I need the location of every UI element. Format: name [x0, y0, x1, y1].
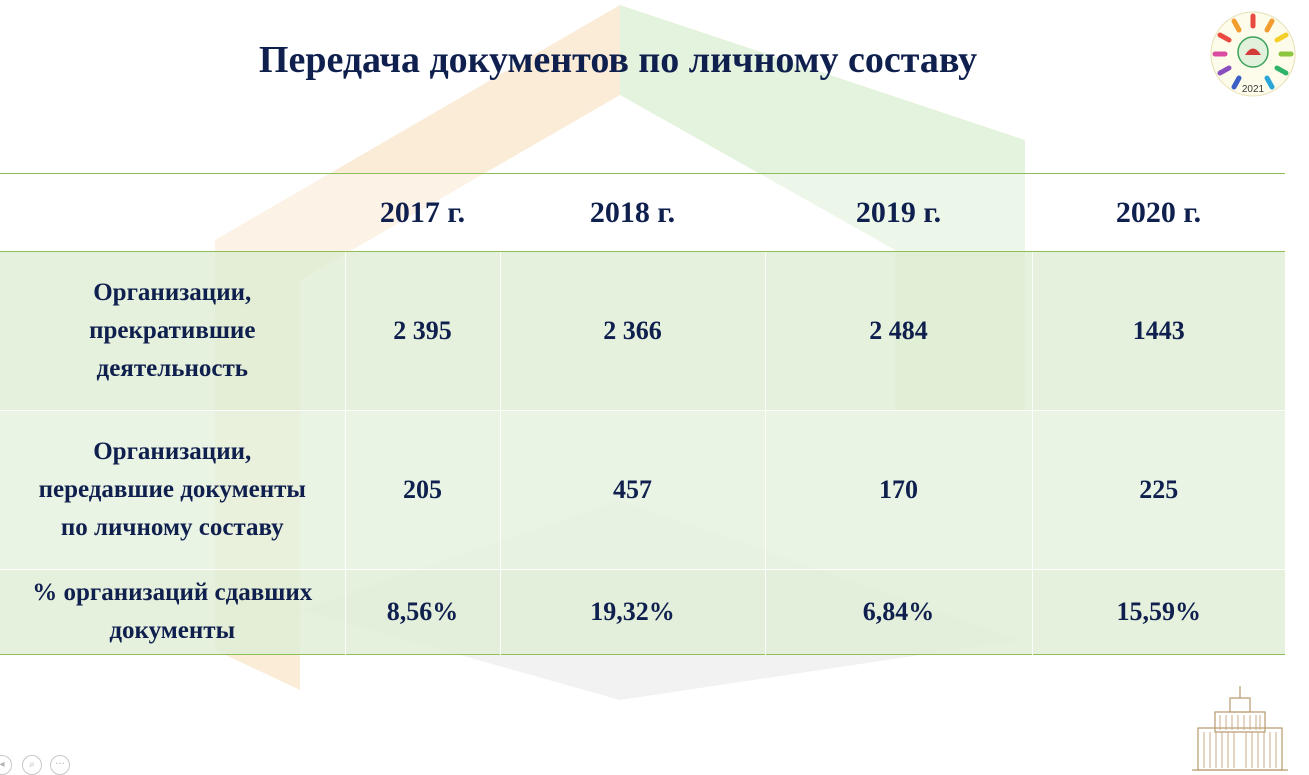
row-label-line: деятельность — [96, 355, 248, 382]
table-cell: 6,84% — [765, 569, 1033, 655]
row-label: Организации, прекратившие деятельность — [0, 251, 346, 411]
table-cell: 15,59% — [1116, 597, 1202, 626]
row-label-line: документы — [109, 617, 236, 644]
logo-year: 2021 — [1242, 84, 1265, 95]
header-cell-year: 2018 г. — [500, 173, 765, 252]
header-cell-year: 2017 г. — [345, 173, 500, 252]
table-cell: 225 — [1139, 475, 1179, 504]
row-label-line: Организации, — [93, 438, 252, 465]
more-options-icon[interactable]: ··· — [50, 755, 70, 775]
table-cell: 8,56% — [345, 569, 501, 655]
table-row: Организации, прекратившие деятельность 2… — [0, 251, 1285, 411]
slide-prev-icon[interactable]: ◂ — [0, 755, 12, 775]
table-cell: 2 395 — [345, 251, 501, 411]
zoom-icon[interactable]: ⌕ — [22, 755, 42, 775]
festival-wreath-logo-icon: 2021 — [1210, 11, 1296, 97]
row-label-line: Организации, — [93, 279, 252, 306]
row-label: Организации, передавшие документы по лич… — [0, 410, 346, 570]
header-row: 2017 г. 2018 г. 2019 г. 2020 г. — [0, 173, 1285, 252]
row-label-line: по личному составу — [60, 514, 284, 541]
table-cell: 205 — [345, 410, 501, 570]
stats-table: 2017 г. 2018 г. 2019 г. 2020 г. Организа… — [0, 173, 1285, 655]
header-cell-year: 2020 г. — [1032, 173, 1285, 252]
table-row: Организации, передавшие документы по лич… — [0, 410, 1285, 570]
table-cell: 2 366 — [500, 251, 766, 411]
table-cell: 1443 — [1132, 316, 1185, 345]
table-cell: 457 — [500, 410, 766, 570]
row-label-line: передавшие документы — [38, 476, 306, 503]
header-cell-year: 2019 г. — [765, 173, 1032, 252]
table-row: % организаций сдавших документы 8,56% 19… — [0, 569, 1285, 655]
row-label-line: прекратившие — [89, 317, 256, 344]
table-cell: 2 484 — [765, 251, 1033, 411]
row-label-line: % организаций сдавших — [32, 579, 313, 606]
table-cell: 19,32% — [500, 569, 766, 655]
row-label: % организаций сдавших документы — [0, 569, 346, 655]
government-building-icon — [1192, 686, 1288, 771]
slide-title: Передача документов по личному составу — [258, 39, 978, 81]
table-cell: 170 — [765, 410, 1033, 570]
header-cell-empty — [0, 173, 345, 252]
